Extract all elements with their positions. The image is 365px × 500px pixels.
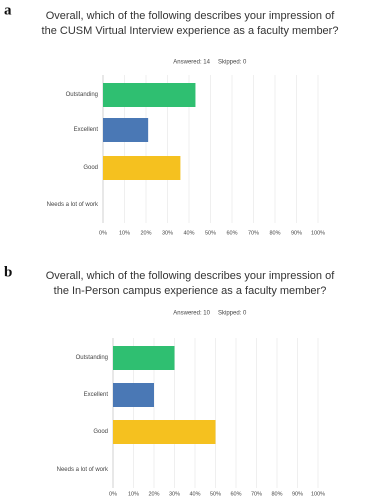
answered: Answered: 10 [173, 311, 210, 317]
chart-title: Overall, which of the following describe… [41, 10, 339, 37]
skipped: Skipped: 0 [218, 60, 247, 66]
category-label-box: Good [93, 429, 108, 435]
category-label-box: Good [83, 165, 98, 171]
category-label: Outstanding [75, 355, 108, 361]
panel-label: a [4, 2, 12, 18]
x-tick-label: 50% [210, 491, 221, 497]
chart-title: Overall, which of the following describe… [45, 270, 335, 297]
category-label-box: Outstanding [75, 355, 108, 361]
chart-title-box: Overall, which of the following describe… [41, 10, 339, 37]
x-tick-label: 70% [248, 230, 259, 236]
bar [103, 83, 196, 107]
x-tick-label: 60% [226, 230, 237, 236]
x-tick-label: 80% [269, 230, 280, 236]
x-tick-label: 30% [169, 491, 180, 497]
bar [103, 118, 149, 142]
x-tick-label: 30% [162, 230, 173, 236]
x-tick-label: 100% [311, 230, 325, 236]
category-label: Good [93, 429, 108, 435]
category-label: Outstanding [65, 92, 98, 98]
bar [113, 420, 216, 444]
x-tick-label: 90% [292, 491, 303, 497]
bar [113, 346, 175, 370]
category-label-box: Excellent [73, 127, 98, 133]
category-label: Needs a lot of work [56, 467, 108, 473]
x-tick-label: 60% [230, 491, 241, 497]
answered: Answered: 14 [173, 60, 210, 66]
x-tick-label: 0% [109, 491, 117, 497]
category-label: Excellent [73, 127, 98, 133]
x-tick-label: 10% [119, 230, 130, 236]
bar [103, 156, 181, 180]
chart-title-box: Overall, which of the following describe… [45, 270, 335, 297]
x-tick-label: 40% [189, 491, 200, 497]
x-tick-label: 80% [271, 491, 282, 497]
x-tick-label: 50% [205, 230, 216, 236]
category-label-box: Outstanding [65, 92, 98, 98]
x-tick-label: 100% [311, 491, 325, 497]
x-tick-label: 20% [140, 230, 151, 236]
x-tick-label: 90% [291, 230, 302, 236]
category-label: Good [83, 165, 98, 171]
category-label-box: Needs a lot of work [56, 467, 108, 473]
bar [113, 383, 154, 407]
skipped: Skipped: 0 [218, 311, 247, 317]
x-tick-label: 70% [251, 491, 262, 497]
x-tick-label: 10% [128, 491, 139, 497]
panel-label: b [4, 264, 12, 280]
category-label-box: Needs a lot of work [46, 202, 98, 208]
x-tick-label: 40% [183, 230, 194, 236]
category-label: Excellent [83, 392, 108, 398]
category-label-box: Excellent [83, 392, 108, 398]
x-tick-label: 0% [99, 230, 107, 236]
category-label: Needs a lot of work [46, 202, 98, 208]
x-tick-label: 20% [148, 491, 159, 497]
